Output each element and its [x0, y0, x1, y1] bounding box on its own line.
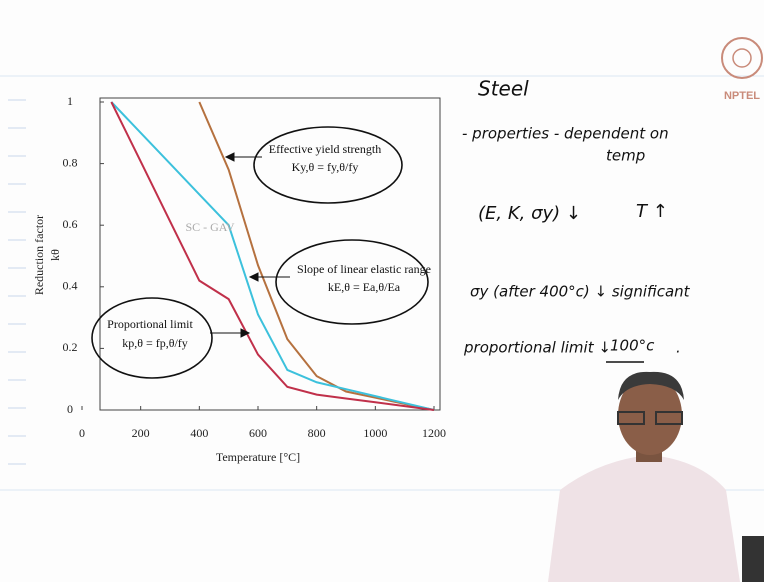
formula: kp,θ = fp,θ/fy: [122, 336, 188, 350]
formula: Ky,θ = fy,θ/fy: [292, 160, 359, 174]
formula: kE,θ = Ea,θ/Ea: [328, 280, 401, 294]
annotation: Proportional limit: [107, 317, 193, 331]
note: - properties - dependent on: [462, 125, 669, 143]
x-tick-label: 400: [190, 426, 208, 440]
x-tick-label: 1200: [422, 426, 446, 440]
logo-text: NPTEL: [724, 90, 760, 102]
annotation: Effective yield strength: [269, 142, 381, 156]
x-axis-label: Temperature [°C]: [216, 450, 300, 464]
y-tick-label: 0: [67, 402, 73, 416]
note: temp: [606, 147, 645, 165]
y-tick-label: 0.6: [63, 217, 78, 231]
x-tick-label: 200: [132, 426, 150, 440]
y-tick-label: 0.4: [63, 279, 78, 293]
y-axis-symbol: kθ: [48, 249, 62, 261]
y-tick-label: 1: [67, 94, 73, 108]
x-tick-label: 0: [79, 426, 85, 440]
note: Steel: [478, 77, 529, 101]
screen: NPTEL 0 0.2 0.4 0.6 0.8 1 0 200 400 600 800 1000 120…: [0, 0, 764, 582]
page: {"chart_data": {"type": "line", "x_label…: [0, 0, 764, 587]
x-tick-label: 1000: [363, 426, 387, 440]
note: T ↑: [636, 201, 668, 222]
x-tick-label: 600: [249, 426, 267, 440]
note: (E, K, σy) ↓: [478, 203, 581, 224]
y-tick-label: 0.2: [63, 340, 78, 354]
y-tick-label: 0.8: [63, 155, 78, 169]
y-axis-label: Reduction factor: [32, 215, 46, 295]
watermark: SC - GAV: [185, 220, 234, 234]
note: .: [676, 339, 681, 357]
annotation: Slope of linear elastic range: [297, 262, 431, 276]
x-tick-label: 800: [308, 426, 326, 440]
note: proportional limit ↓: [463, 339, 611, 357]
note: 100°c: [610, 337, 655, 355]
note: σy (after 400°c) ↓ significant: [470, 283, 691, 301]
